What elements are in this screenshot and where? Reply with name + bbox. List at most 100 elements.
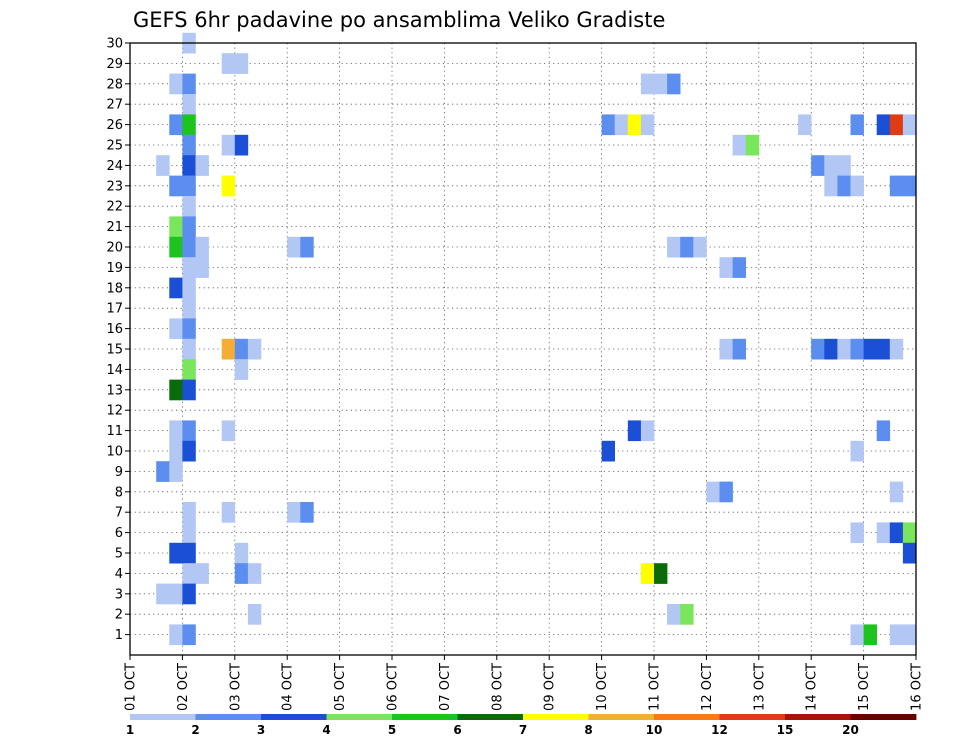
- cell-4-10: [169, 440, 183, 462]
- cell-8-7: [221, 502, 236, 523]
- cell-4-16: [169, 318, 183, 340]
- cell-5-19: [182, 257, 196, 278]
- heatmap-cells: [156, 32, 917, 646]
- cell-40-4: [640, 563, 655, 584]
- y-tick-label-5: 5: [115, 547, 123, 562]
- colorbar-swatch-2: [261, 714, 327, 720]
- colorbar-swatch-6: [523, 714, 589, 720]
- cell-4-9: [169, 461, 183, 482]
- colorbar-label-7: 8: [584, 723, 592, 737]
- x-axis-ticks: 01 OCT 02 OCT 03 OCT 04 OCT 05 OCT 06 OCT 07 O…: [124, 655, 925, 711]
- colorbar-swatch-4: [392, 714, 458, 720]
- x-tick-label-4: 05 OCT: [333, 663, 348, 711]
- y-tick-label-4: 4: [115, 567, 123, 582]
- cell-39-26: [627, 114, 642, 136]
- cell-6-19: [195, 257, 209, 278]
- colorbar-swatch-11: [850, 714, 917, 720]
- cell-56-23: [850, 175, 864, 197]
- cell-39-11: [627, 420, 642, 442]
- cell-5-6: [182, 522, 196, 544]
- cell-38-26: [614, 114, 629, 136]
- cell-55-24: [837, 155, 851, 176]
- y-tick-label-11: 11: [106, 424, 123, 439]
- cell-5-27: [182, 94, 196, 115]
- colorbar-swatch-8: [654, 714, 720, 720]
- y-tick-label-9: 9: [115, 465, 123, 480]
- cell-5-13: [182, 379, 196, 401]
- cell-5-20: [182, 236, 196, 258]
- cell-8-15: [221, 338, 236, 360]
- cell-5-22: [182, 196, 196, 217]
- cell-5-14: [182, 359, 196, 380]
- cell-9-29: [234, 53, 249, 74]
- x-tick-label-12: 13 OCT: [752, 663, 767, 711]
- cell-5-23: [182, 175, 196, 197]
- y-tick-label-19: 19: [106, 261, 123, 276]
- cell-56-10: [850, 440, 864, 462]
- cell-4-3: [169, 583, 183, 605]
- cell-5-11: [182, 420, 196, 442]
- cell-58-6: [876, 522, 891, 544]
- cell-5-4: [182, 563, 196, 584]
- cell-59-15: [889, 338, 904, 360]
- colorbar-label-11: 20: [842, 723, 859, 737]
- cell-4-11: [169, 420, 183, 442]
- cell-55-23: [837, 175, 851, 197]
- cell-8-25: [221, 134, 236, 156]
- x-tick-label-2: 03 OCT: [228, 663, 243, 711]
- cell-4-1: [169, 624, 183, 646]
- y-axis-ticks: 1234567891011121314151617181920212223242…: [106, 37, 130, 643]
- cell-5-15: [182, 338, 196, 360]
- y-tick-label-1: 1: [115, 628, 123, 643]
- cell-47-15: [732, 338, 746, 360]
- colorbar-label-9: 12: [711, 723, 728, 737]
- colorbar-label-3: 4: [322, 723, 330, 737]
- cell-9-25: [234, 134, 249, 156]
- cell-6-4: [195, 563, 209, 584]
- cell-8-11: [221, 420, 236, 442]
- cell-4-13: [169, 379, 183, 401]
- chart-title: GEFS 6hr padavine po ansamblima Veliko G…: [133, 8, 665, 32]
- cell-60-26: [902, 114, 917, 136]
- colorbar-swatch-1: [195, 714, 262, 720]
- x-tick-label-11: 12 OCT: [700, 663, 715, 711]
- cell-40-28: [640, 73, 655, 95]
- y-tick-label-27: 27: [106, 98, 123, 113]
- cell-10-2: [247, 604, 262, 625]
- cell-14-20: [300, 236, 314, 258]
- cell-54-23: [824, 175, 838, 197]
- colorbar: 1 2 3 4 5 6 7 8 10 12 15 20: [126, 714, 917, 737]
- x-tick-label-7: 08 OCT: [490, 663, 505, 711]
- colorbar-swatch-5: [457, 714, 524, 720]
- cell-5-5: [182, 542, 196, 564]
- y-tick-label-6: 6: [115, 526, 123, 541]
- cell-9-14: [234, 359, 249, 380]
- cell-5-7: [182, 502, 196, 523]
- y-tick-label-2: 2: [115, 608, 123, 623]
- cell-5-16: [182, 318, 196, 340]
- y-tick-label-25: 25: [106, 139, 123, 154]
- cell-4-23: [169, 175, 183, 197]
- cell-43-2: [680, 604, 694, 625]
- cell-56-6: [850, 522, 864, 544]
- cell-5-28: [182, 73, 196, 95]
- cell-4-20: [169, 236, 183, 258]
- colorbar-swatch-7: [588, 714, 655, 720]
- cell-42-2: [667, 604, 681, 625]
- cell-41-28: [654, 73, 668, 95]
- cell-47-19: [732, 257, 746, 278]
- x-tick-label-1: 02 OCT: [176, 663, 191, 711]
- y-tick-label-20: 20: [106, 241, 123, 256]
- y-tick-label-10: 10: [106, 445, 123, 460]
- y-tick-label-18: 18: [106, 281, 123, 296]
- cell-45-8: [706, 481, 720, 503]
- y-tick-label-13: 13: [106, 383, 123, 398]
- cell-4-5: [169, 542, 183, 564]
- x-tick-label-8: 09 OCT: [543, 663, 558, 711]
- cell-6-20: [195, 236, 209, 258]
- cell-42-20: [667, 236, 681, 258]
- x-tick-label-9: 10 OCT: [595, 663, 610, 711]
- y-tick-label-12: 12: [106, 404, 123, 419]
- cell-55-15: [837, 338, 851, 360]
